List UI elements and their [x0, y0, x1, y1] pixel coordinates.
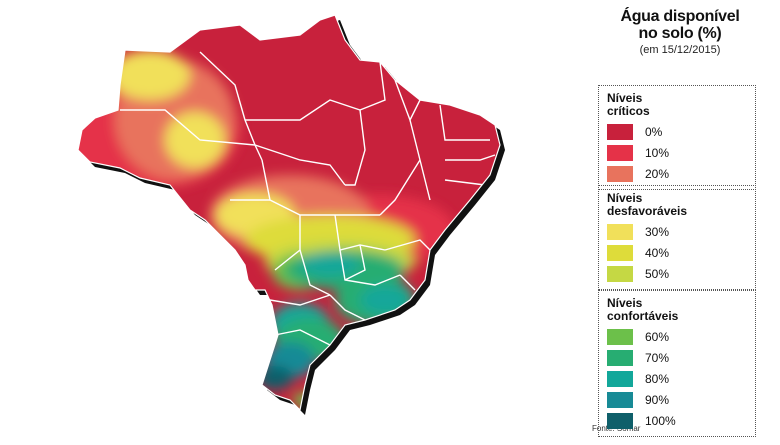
legend-item: 30% [607, 222, 747, 241]
zone-80-center [300, 253, 360, 277]
legend-swatch [607, 123, 633, 140]
legend-item-label: 20% [645, 166, 670, 181]
zone-80-southeast [360, 285, 410, 315]
legend-item-label: 90% [645, 392, 670, 407]
brazil-soil-water-map [77, 14, 505, 415]
source-credit: Fonte: Somar [592, 424, 641, 433]
legend-item: 50% [607, 264, 747, 283]
legend-item-label: 70% [645, 350, 670, 365]
legend-swatch [607, 349, 633, 366]
legend-group-title-line2: desfavoráveis [607, 204, 688, 218]
zone-100-south [257, 366, 293, 390]
legend-item-label: 40% [645, 245, 670, 260]
zone-30-north [110, 50, 190, 100]
legend-item-label: 0% [645, 124, 663, 139]
legend-group-1: Níveis desfavoráveis 30% 40% 50% [598, 185, 756, 290]
legend-item: 60% [607, 327, 747, 346]
legend-swatch [607, 370, 633, 387]
soil-water-zones [78, 15, 500, 410]
map-svg [77, 14, 505, 415]
legend-item-label: 100% [645, 413, 676, 428]
legend-item: 80% [607, 369, 747, 388]
legend-item: 0% [607, 122, 747, 141]
legend-date: (em 15/12/2015) [639, 44, 721, 56]
legend-item: 10% [607, 143, 747, 162]
legend-group-title-line2: confortáveis [607, 309, 679, 323]
legend-swatch [607, 412, 633, 429]
legend-group-2: Níveis confortáveis 60% 70% 80% 90% 100% [598, 290, 756, 437]
legend-item: 40% [607, 243, 747, 262]
legend-swatch [607, 265, 633, 282]
legend-group-title-line1: Níveis [607, 296, 643, 310]
legend-item-label: 60% [645, 329, 670, 344]
legend-item-label: 80% [645, 371, 670, 386]
legend-item: 90% [607, 390, 747, 409]
legend-group-title-line1: Níveis [607, 191, 643, 205]
legend-title-line1: Água disponível [620, 8, 740, 25]
legend-group-title-line1: Níveis [607, 91, 643, 105]
zone-30-west [165, 112, 225, 168]
legend: Água disponível no solo (%) (em 15/12/20… [585, 8, 775, 56]
legend-item: 20% [607, 164, 747, 183]
legend-group-0: Níveis críticos 0% 10% 20% [598, 85, 756, 190]
legend-swatch [607, 391, 633, 408]
legend-swatch [607, 223, 633, 240]
legend-swatch [607, 244, 633, 261]
legend-item-label: 30% [645, 224, 670, 239]
legend-item: 100% [607, 411, 747, 430]
state-boundaries [120, 51, 496, 346]
legend-swatch [607, 165, 633, 182]
legend-item: 70% [607, 348, 747, 367]
legend-title-line2: no solo (%) [638, 25, 722, 42]
legend-swatch [607, 328, 633, 345]
legend-swatch [607, 144, 633, 161]
legend-item-label: 10% [645, 145, 670, 160]
legend-item-label: 50% [645, 266, 670, 281]
legend-group-title-line2: críticos [607, 104, 650, 118]
